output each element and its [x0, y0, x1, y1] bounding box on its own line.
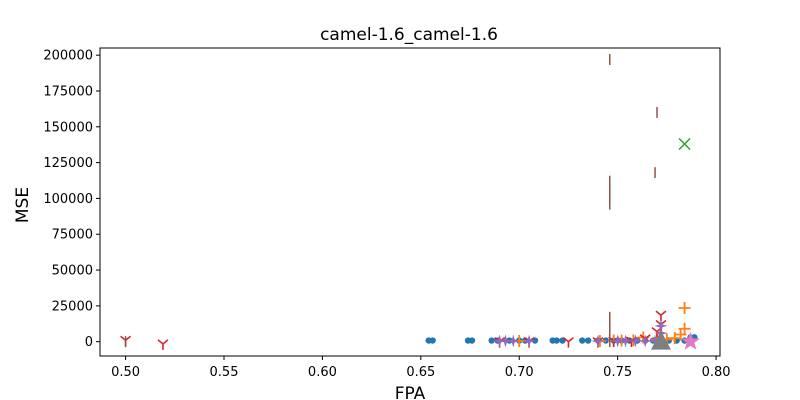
data-point	[681, 331, 700, 350]
x-axis: 0.50 0.55 0.60 0.65 0.70 0.75 0.80	[111, 356, 731, 380]
data-point	[562, 337, 574, 348]
data-point	[668, 332, 681, 345]
y-tick-label: 125000	[43, 156, 93, 171]
chart-title: camel-1.6_camel-1.6	[320, 25, 498, 45]
x-tick-label: 0.50	[111, 365, 140, 380]
x-tick-label: 0.65	[406, 365, 435, 380]
data-point	[611, 334, 625, 348]
data-point	[678, 137, 691, 151]
data-point	[654, 319, 668, 333]
y-axis-label: MSE	[13, 187, 33, 223]
data-point	[499, 334, 512, 348]
y-tick-label: 25000	[52, 299, 93, 314]
data-point	[553, 337, 560, 344]
y-tick-label: 200000	[43, 49, 93, 64]
x-tick-label: 0.80	[702, 365, 731, 380]
y-tick-label: 0	[85, 335, 93, 350]
x-axis-label: FPA	[395, 384, 426, 400]
data-point	[506, 334, 520, 348]
data-point	[488, 337, 495, 344]
data-point	[584, 337, 592, 344]
x-tick-label: 0.60	[308, 365, 337, 380]
x-tick-label: 0.55	[210, 365, 239, 380]
data-point	[678, 302, 691, 315]
data-point	[591, 334, 605, 348]
plot-area	[99, 47, 721, 357]
data-point	[619, 334, 632, 348]
data-point	[522, 334, 536, 348]
y-tick-label: 150000	[43, 120, 93, 135]
x-tick-label: 0.75	[603, 365, 632, 380]
y-tick-label: 75000	[52, 228, 93, 243]
data-point	[579, 337, 586, 344]
data-points	[120, 53, 700, 350]
y-axis: 0 25000 50000 75000 100000 125000 150000 175000…	[43, 49, 100, 350]
data-point	[157, 339, 169, 350]
y-tick-label: 100000	[43, 192, 93, 207]
data-point	[628, 334, 642, 348]
y-tick-label: 50000	[52, 264, 93, 279]
data-point	[638, 334, 652, 348]
data-point	[429, 337, 436, 344]
y-tick-label: 175000	[43, 84, 93, 99]
data-point	[650, 330, 671, 350]
data-point	[468, 337, 476, 344]
x-tick-label: 0.70	[505, 365, 534, 380]
